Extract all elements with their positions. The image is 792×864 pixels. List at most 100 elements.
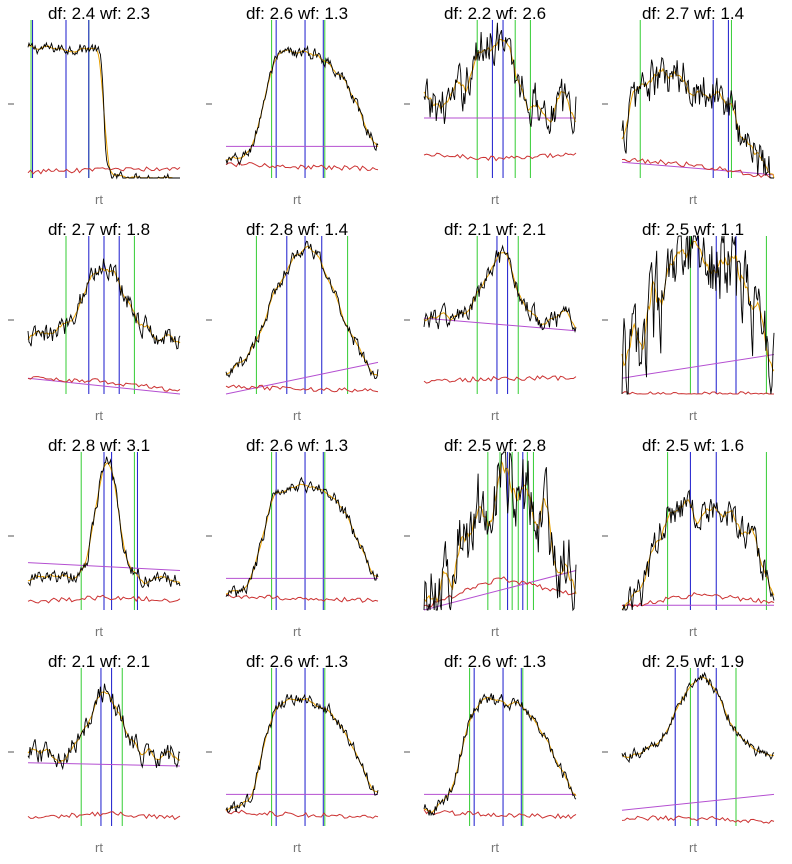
chart-panel: df: 2.7 wf: 1.4 rt [594, 0, 792, 216]
signal-series [621, 235, 775, 395]
smooth-series [225, 483, 379, 595]
x-axis-label: rt [689, 192, 697, 207]
chart-svg [602, 235, 775, 395]
baseline-series [423, 375, 577, 384]
chart-svg [8, 20, 181, 180]
panel-title: df: 2.4 wf: 2.3 [47, 4, 151, 23]
chart-panel: df: 2.5 wf: 1.9 rt [594, 648, 792, 864]
chart-panel: df: 2.6 wf: 1.3 rt [198, 432, 396, 648]
chart-panel: df: 2.5 wf: 1.1 rt [594, 216, 792, 432]
chart-svg [404, 236, 577, 394]
chart-panel: df: 2.1 wf: 2.1 rt [396, 216, 594, 432]
x-axis-label: rt [95, 624, 103, 639]
signal-series [621, 56, 774, 179]
x-axis-label: rt [95, 408, 103, 423]
chart-panel: df: 2.1 wf: 2.1 rt [0, 648, 198, 864]
x-axis-label: rt [95, 840, 103, 855]
smooth-series [225, 49, 379, 161]
x-axis-label: rt [293, 624, 301, 639]
trend-line [27, 562, 181, 571]
baseline-series [225, 594, 379, 603]
signal-series [225, 240, 379, 379]
x-axis-label: rt [293, 840, 301, 855]
trend-line [27, 762, 181, 767]
signal-series [225, 476, 379, 597]
x-axis-label: rt [95, 192, 103, 207]
chart-panel: df: 2.8 wf: 3.1 rt [0, 432, 198, 648]
signal-series [27, 683, 181, 771]
x-axis-label: rt [689, 840, 697, 855]
smooth-series [225, 245, 379, 377]
chart-panel: df: 2.5 wf: 1.6 rt [594, 432, 792, 648]
baseline-series [621, 157, 774, 179]
baseline-series [27, 166, 181, 175]
panel-title: df: 2.7 wf: 1.8 [47, 220, 151, 239]
panel-title: df: 2.7 wf: 1.4 [641, 4, 745, 23]
baseline-series [621, 815, 775, 824]
chart-svg [404, 451, 577, 612]
panel-title: df: 2.1 wf: 2.1 [47, 652, 151, 671]
chart-svg [8, 236, 181, 395]
signal-series [423, 693, 577, 817]
chart-panel: df: 2.6 wf: 1.3 rt [396, 648, 594, 864]
panel-title: df: 2.5 wf: 1.9 [641, 652, 745, 671]
chart-svg [206, 236, 379, 395]
chart-svg [602, 668, 775, 826]
chart-panel: df: 2.5 wf: 2.8 rt [396, 432, 594, 648]
baseline-series [423, 152, 577, 162]
signal-series [423, 244, 577, 334]
smooth-series [622, 499, 775, 610]
chart-panel: df: 2.7 wf: 1.8 rt [0, 216, 198, 432]
chart-svg [8, 668, 181, 826]
signal-series [225, 45, 379, 166]
signal-series [423, 22, 577, 135]
chart-svg [206, 668, 379, 826]
chart-svg [404, 20, 577, 178]
signal-series [423, 451, 577, 612]
panel-title: df: 2.6 wf: 1.3 [245, 436, 349, 455]
trend-line [621, 354, 775, 379]
signal-series [621, 489, 775, 611]
panel-title: df: 2.6 wf: 1.3 [245, 652, 349, 671]
trend-line [27, 377, 181, 395]
chart-svg [602, 20, 775, 179]
x-axis-label: rt [689, 624, 697, 639]
x-axis-label: rt [293, 408, 301, 423]
panel-title: df: 2.1 wf: 2.1 [443, 220, 547, 239]
baseline-series [27, 811, 181, 821]
panel-title: df: 2.2 wf: 2.6 [443, 4, 547, 23]
trend-line [225, 361, 379, 395]
chart-panel: df: 2.8 wf: 1.4 rt [198, 216, 396, 432]
panel-title: df: 2.8 wf: 1.4 [245, 220, 349, 239]
baseline-series [423, 576, 577, 608]
panel-title: df: 2.8 wf: 3.1 [47, 436, 151, 455]
chart-panel: df: 2.2 wf: 2.6 rt [396, 0, 594, 216]
chart-svg [206, 452, 379, 610]
trend-line [621, 161, 775, 176]
chart-panel: df: 2.6 wf: 1.3 rt [198, 0, 396, 216]
baseline-series [423, 809, 577, 820]
baseline-series [27, 594, 181, 604]
signal-series [27, 41, 180, 180]
signal-series [225, 693, 379, 813]
smooth-series [423, 459, 577, 603]
x-axis-label: rt [491, 192, 499, 207]
baseline-series [621, 592, 775, 608]
chart-panel: df: 2.6 wf: 1.3 rt [198, 648, 396, 864]
baseline-series [27, 376, 181, 392]
smooth-series [621, 67, 775, 179]
panel-title: df: 2.5 wf: 1.1 [641, 220, 745, 239]
chart-svg [8, 452, 181, 610]
signal-series [27, 258, 181, 350]
signal-series [621, 671, 775, 764]
x-axis-label: rt [491, 840, 499, 855]
smooth-series [423, 251, 577, 329]
baseline-series [621, 391, 774, 395]
panel-title: df: 2.6 wf: 1.3 [443, 652, 547, 671]
baseline-series [225, 809, 379, 819]
trend-line [621, 793, 775, 811]
panel-title: df: 2.6 wf: 1.3 [245, 4, 349, 23]
chart-svg [602, 452, 775, 611]
trend-line [423, 317, 577, 332]
